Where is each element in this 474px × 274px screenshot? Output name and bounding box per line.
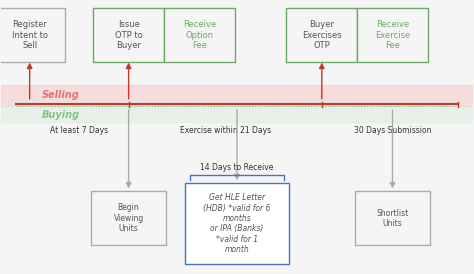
- FancyBboxPatch shape: [357, 8, 428, 62]
- FancyBboxPatch shape: [93, 8, 164, 62]
- Text: Selling: Selling: [41, 90, 79, 100]
- Text: Buying: Buying: [41, 110, 80, 120]
- FancyBboxPatch shape: [91, 191, 166, 246]
- FancyBboxPatch shape: [286, 8, 357, 62]
- Text: Buyer
Exercises
OTP: Buyer Exercises OTP: [302, 20, 342, 50]
- FancyBboxPatch shape: [355, 191, 430, 246]
- Text: 30 Days Submission: 30 Days Submission: [354, 126, 431, 135]
- Text: Register
Intent to
Sell: Register Intent to Sell: [12, 20, 48, 50]
- Text: Shortlist
Units: Shortlist Units: [376, 209, 409, 228]
- Text: 14 Days to Receive: 14 Days to Receive: [201, 163, 273, 172]
- Text: Issue
OTP to
Buyer: Issue OTP to Buyer: [115, 20, 143, 50]
- Text: Receive
Option
Fee: Receive Option Fee: [182, 20, 216, 50]
- Text: Get HLE Letter
(HDB) *valid for 6
months
or IPA (Banks)
*valid for 1
month: Get HLE Letter (HDB) *valid for 6 months…: [203, 193, 271, 254]
- FancyBboxPatch shape: [0, 8, 65, 62]
- Text: Begin
Viewing
Units: Begin Viewing Units: [113, 204, 144, 233]
- FancyBboxPatch shape: [164, 8, 235, 62]
- FancyBboxPatch shape: [185, 183, 289, 264]
- Text: Receive
Exercise
Fee: Receive Exercise Fee: [375, 20, 410, 50]
- Text: At least 7 Days: At least 7 Days: [50, 126, 108, 135]
- Text: Exercise within 21 Days: Exercise within 21 Days: [180, 126, 271, 135]
- Bar: [1, 106, 473, 122]
- Bar: [1, 85, 473, 106]
